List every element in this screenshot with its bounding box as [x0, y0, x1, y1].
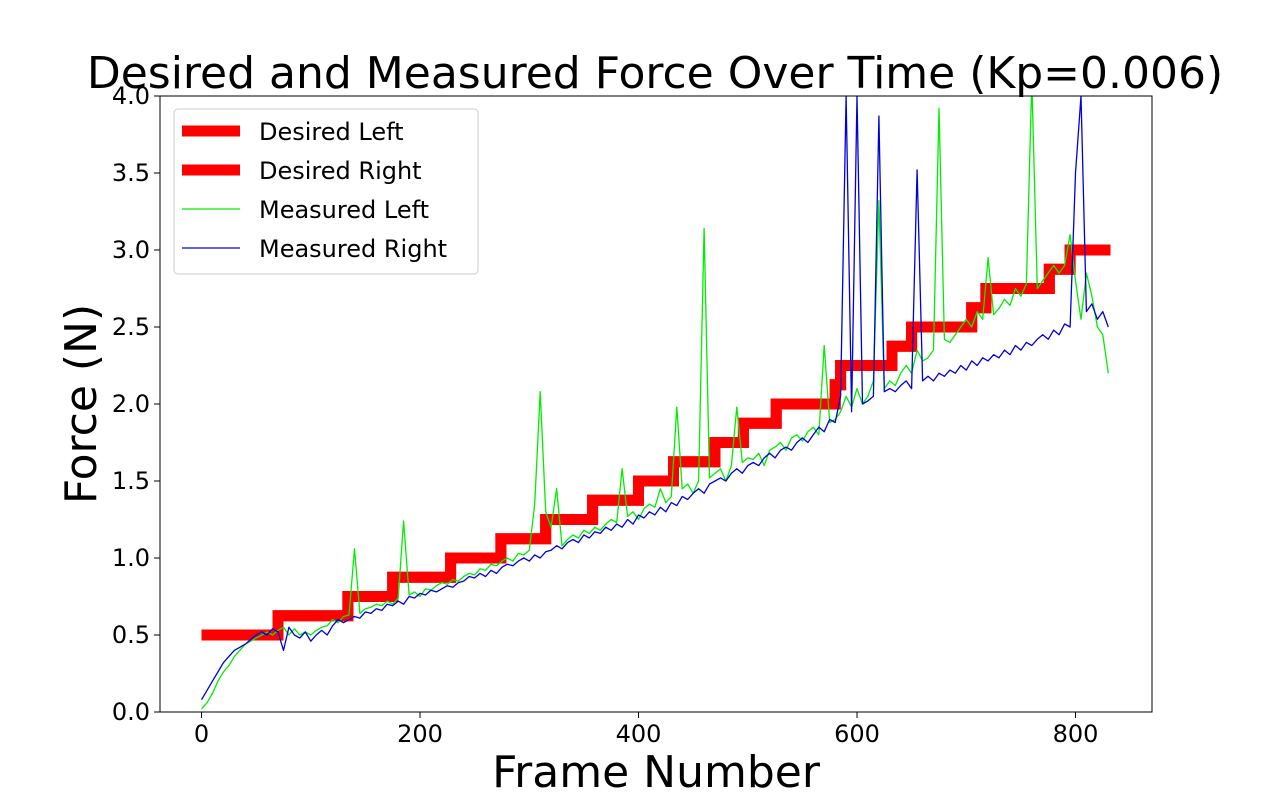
legend: Desired Left Desired Right Measured Left Me…: [173, 108, 479, 275]
x-axis-label: Frame Number: [492, 747, 821, 798]
y-tick-label: 4.0: [112, 82, 150, 110]
y-tick-label: 2.0: [112, 390, 150, 418]
chart-title: Desired and Measured Force Over Time (Kp…: [87, 48, 1223, 99]
y-tick-label: 1.5: [112, 467, 150, 495]
x-tick-label: 600: [834, 720, 880, 748]
legend-box: [173, 108, 479, 275]
y-axis-label: Force (N): [56, 304, 107, 504]
x-tick-label: 200: [397, 720, 443, 748]
x-tick-label: 0: [194, 720, 209, 748]
y-tick-label: 3.0: [112, 236, 150, 264]
legend-label: Desired Right: [259, 157, 422, 185]
y-tick-label: 0.5: [112, 621, 150, 649]
y-tick-label: 2.5: [112, 313, 150, 341]
y-tick-label: 0.0: [112, 698, 150, 726]
series-line-measured-right: [200, 96, 1109, 701]
legend-label: Desired Left: [259, 118, 404, 146]
axes: 0 200 400 600 800 0.0 0.5 1.0 1.5 2.0 2.5 3.0 3.5 4.0: [112, 82, 1153, 748]
series-line-desired-right: [201, 244, 1111, 641]
series-line-measured-left: [201, 96, 1109, 710]
plot-area: [200, 96, 1111, 710]
x-tick-label: 800: [1053, 720, 1099, 748]
y-tick-label: 1.0: [112, 544, 150, 572]
legend-label: Measured Right: [259, 235, 447, 263]
x-tick-label: 400: [616, 720, 662, 748]
y-tick-label: 3.5: [112, 159, 150, 187]
legend-label: Measured Left: [259, 196, 429, 224]
